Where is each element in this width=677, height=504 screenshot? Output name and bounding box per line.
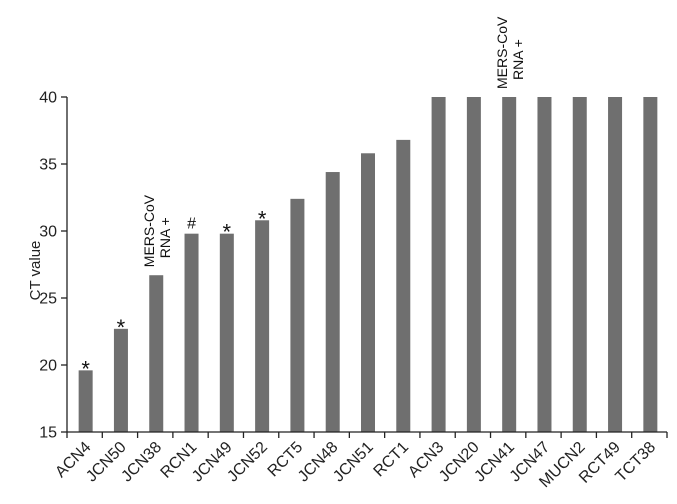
x-tick-label-jcn38: JCN38 xyxy=(118,439,165,486)
bar-mucn2 xyxy=(572,97,587,432)
bar-jcn41 xyxy=(502,97,517,432)
x-tick-label-jcn52: JCN52 xyxy=(224,439,271,486)
bar-rcn1 xyxy=(184,233,199,432)
annotation-mers-cov-rna-positive: MERS-CoVRNA + xyxy=(494,16,526,89)
annotation-hash-rcn1: # xyxy=(187,216,196,233)
bar-acn4 xyxy=(78,370,93,432)
y-tick-label: 20 xyxy=(39,358,57,375)
bar-rct5 xyxy=(290,198,305,432)
bar-rct1 xyxy=(396,139,411,432)
bar-jcn47 xyxy=(537,97,552,432)
bar-jcn51 xyxy=(361,153,375,432)
bar-tct38 xyxy=(643,97,658,432)
bars-layer xyxy=(78,97,658,433)
x-tick-label-jcn51: JCN51 xyxy=(330,439,377,486)
x-tick-label-tct38: TCT38 xyxy=(613,439,660,486)
annotation-asterisk-acn4: * xyxy=(81,356,90,381)
axis-layer xyxy=(61,96,668,438)
annotations-layer: * * MERS-CoVRNA + # * * MERS-CoVRNA + xyxy=(81,16,526,381)
bar-jcn48 xyxy=(325,172,340,433)
y-tick-label: 35 xyxy=(39,157,57,174)
annotation-mers-cov-rna-positive: MERS-CoVRNA + xyxy=(141,194,173,267)
bar-jcn20 xyxy=(466,97,481,432)
y-tick-label: 15 xyxy=(39,425,57,442)
y-axis-title: CT value xyxy=(27,241,44,301)
bar-jcn38 xyxy=(149,275,164,432)
bar-rct49 xyxy=(608,97,623,432)
annotation-asterisk-jcn52: * xyxy=(258,206,267,231)
x-tick-label-rct1: RCT1 xyxy=(371,439,413,481)
annotation-asterisk-jcn49: * xyxy=(223,220,232,245)
bar-jcn52 xyxy=(255,220,270,432)
y-tick-label: 30 xyxy=(39,224,57,241)
bar-acn3 xyxy=(431,97,446,432)
bar-jcn49 xyxy=(219,233,234,432)
annotation-asterisk-jcn50: * xyxy=(117,315,126,340)
y-tick-label: 25 xyxy=(39,291,57,308)
bar-jcn50 xyxy=(113,328,128,432)
y-tick-label: 40 xyxy=(39,90,57,107)
